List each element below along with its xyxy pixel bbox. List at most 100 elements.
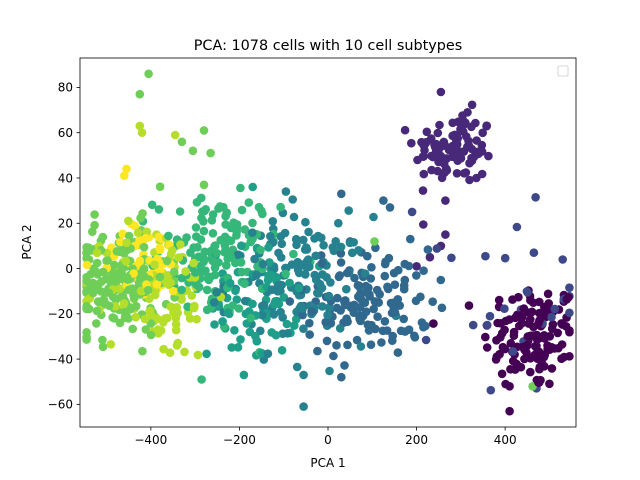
cell-point <box>212 248 221 258</box>
cell-point <box>522 287 532 296</box>
cell-point <box>299 402 308 411</box>
cell-point <box>497 369 507 379</box>
cell-point <box>264 243 273 252</box>
cell-point <box>340 361 349 370</box>
cell-point <box>482 121 492 130</box>
cell-point <box>336 249 346 258</box>
cell-point <box>299 235 308 245</box>
cell-point <box>427 165 436 175</box>
cell-point <box>514 321 524 331</box>
cell-point <box>461 168 471 177</box>
cell-point <box>336 242 346 252</box>
cell-point <box>484 151 493 161</box>
cell-point <box>319 241 328 250</box>
cell-point <box>139 264 149 273</box>
cell-point <box>186 248 195 257</box>
cell-point <box>185 314 195 323</box>
y-axis-ticks: −60 −40 −20 0 20 40 60 80 <box>48 81 80 412</box>
cell-point <box>477 169 487 179</box>
cell-point <box>232 295 242 304</box>
cell-point <box>565 283 574 293</box>
cell-point <box>237 241 246 250</box>
y-tick-label: 40 <box>58 171 73 185</box>
cell-point <box>298 310 307 320</box>
cell-point <box>240 296 250 306</box>
cell-point <box>116 247 126 256</box>
cell-point <box>199 126 209 135</box>
cell-point <box>399 314 409 324</box>
cell-point <box>98 232 108 242</box>
cell-point <box>98 342 108 352</box>
cell-point <box>197 375 206 384</box>
cell-point <box>109 260 119 270</box>
cell-point <box>371 243 380 253</box>
cell-point <box>233 250 243 259</box>
cell-point <box>226 252 236 262</box>
cell-point <box>118 229 127 239</box>
cell-point <box>332 341 341 350</box>
cell-point <box>373 312 382 322</box>
cell-point <box>548 320 558 329</box>
cell-point <box>231 286 240 296</box>
cell-point <box>388 336 397 346</box>
cell-point <box>294 283 304 293</box>
cell-point <box>313 346 322 356</box>
cell-point <box>171 313 181 323</box>
cell-point <box>265 258 274 267</box>
cell-point <box>370 237 379 246</box>
cell-point <box>251 331 260 341</box>
cell-point <box>82 260 92 270</box>
cell-point <box>494 295 504 305</box>
cell-point <box>400 327 410 336</box>
cell-point <box>343 340 352 350</box>
cell-point <box>542 303 551 313</box>
cell-point <box>246 237 255 247</box>
cell-point <box>520 342 529 352</box>
cell-point <box>202 349 211 359</box>
cell-point <box>216 235 225 245</box>
cell-point <box>418 152 428 161</box>
cell-point <box>307 307 316 316</box>
cell-point <box>343 317 352 327</box>
cell-point <box>506 365 515 374</box>
cell-point <box>509 331 519 341</box>
cell-point <box>389 268 399 278</box>
cell-point <box>334 272 344 282</box>
cell-point <box>154 205 164 214</box>
cell-point <box>246 313 256 323</box>
cell-point <box>519 304 529 313</box>
cell-point <box>188 146 198 156</box>
cell-point <box>385 203 395 212</box>
cell-point <box>230 326 239 335</box>
cell-point <box>374 298 384 307</box>
cell-point <box>372 285 382 295</box>
cell-point <box>366 340 376 350</box>
cell-point <box>121 256 131 266</box>
cell-point <box>336 258 346 267</box>
x-tick-label: 0 <box>324 433 332 447</box>
cell-point <box>393 348 403 357</box>
x-tick-label: −200 <box>223 433 256 447</box>
cell-point <box>420 139 430 149</box>
cell-point <box>92 258 102 268</box>
cell-point <box>141 325 151 334</box>
cell-point <box>354 246 363 255</box>
cell-point <box>421 335 431 345</box>
cell-point <box>208 256 217 266</box>
cell-point <box>82 335 91 344</box>
cell-point <box>428 297 438 307</box>
cell-point <box>128 284 137 293</box>
cell-point <box>192 198 202 207</box>
cell-point <box>532 330 542 340</box>
cell-point <box>419 169 429 179</box>
cell-point <box>199 180 209 190</box>
cell-point <box>512 222 522 232</box>
cell-point <box>165 348 175 358</box>
cell-point <box>498 342 508 352</box>
cell-point <box>442 154 452 163</box>
cell-point <box>352 335 362 345</box>
cell-point <box>154 232 164 242</box>
cell-point <box>452 169 462 178</box>
cell-point <box>206 148 215 158</box>
cell-point <box>192 232 201 241</box>
